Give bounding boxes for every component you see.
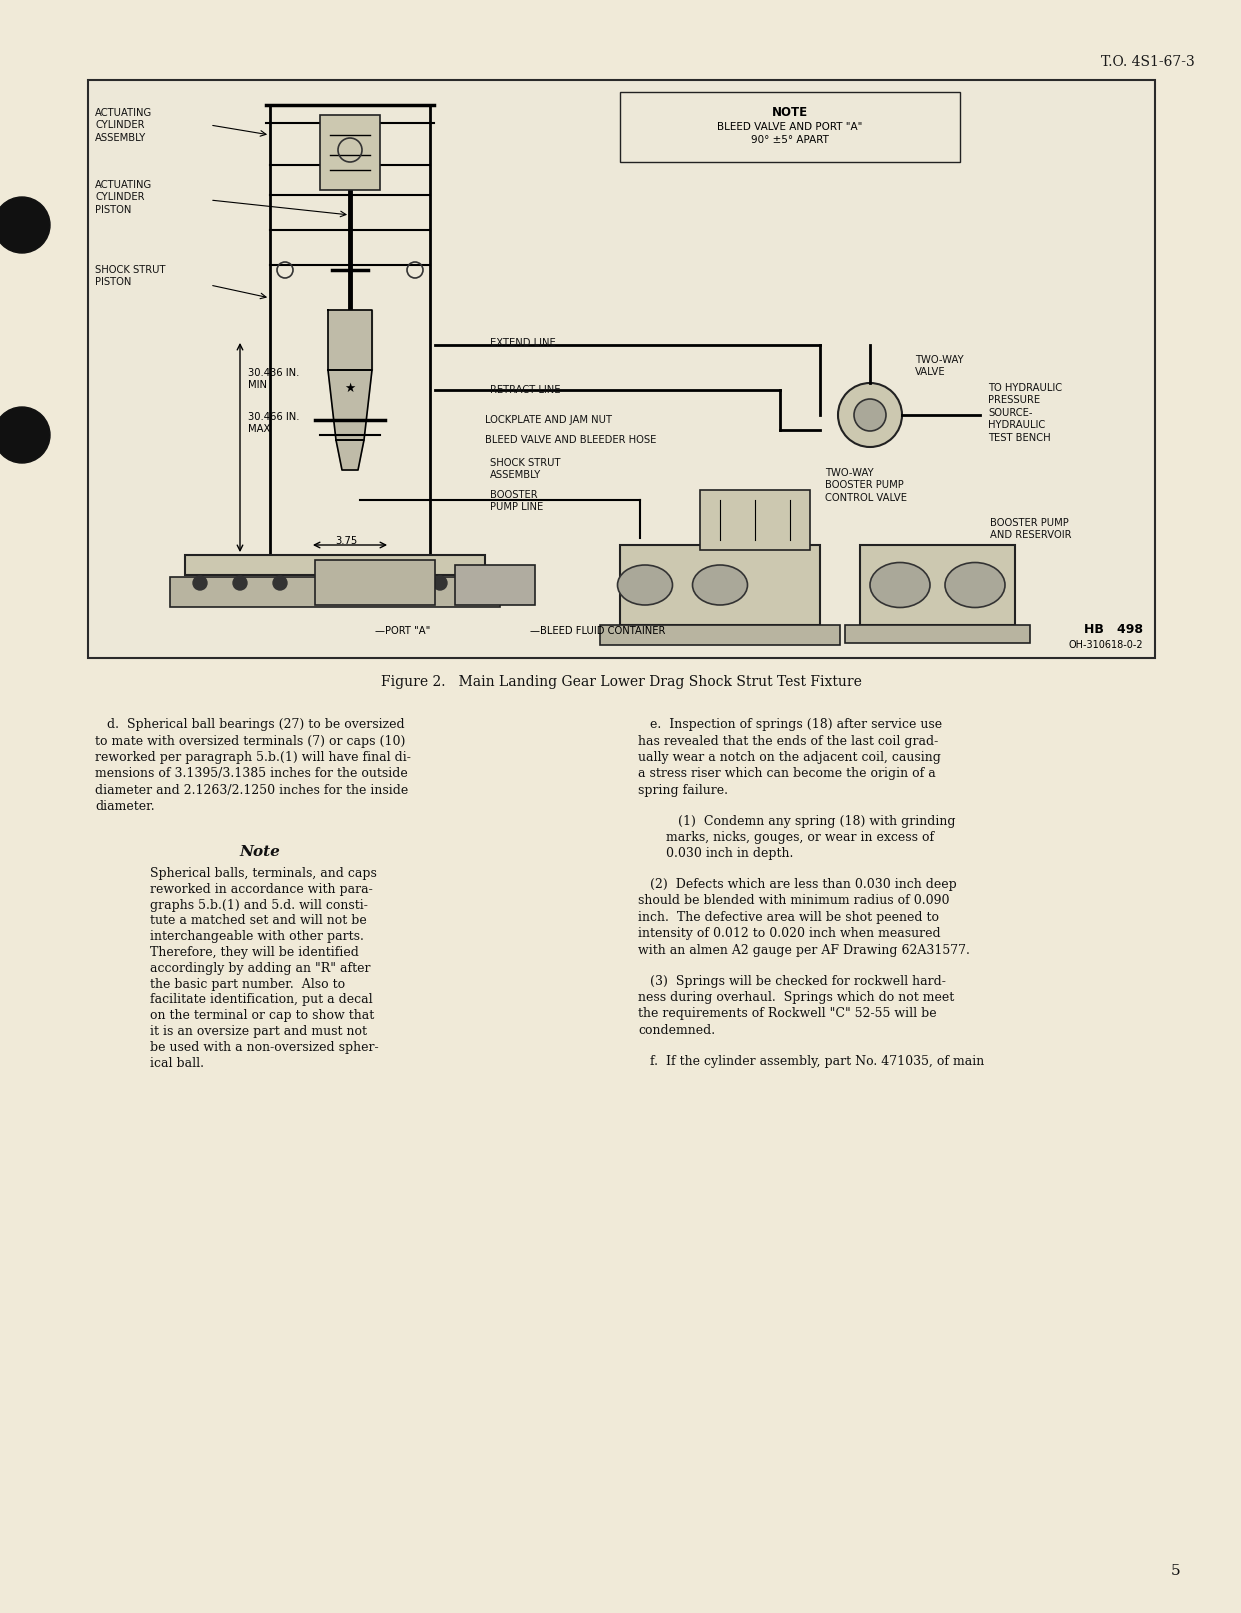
Circle shape — [352, 576, 367, 590]
Text: TWO-WAY
VALVE: TWO-WAY VALVE — [915, 355, 963, 377]
Circle shape — [393, 576, 407, 590]
Text: on the terminal or cap to show that: on the terminal or cap to show that — [150, 1010, 375, 1023]
Ellipse shape — [692, 565, 747, 605]
Text: reworked in accordance with para-: reworked in accordance with para- — [150, 882, 372, 895]
Text: ually wear a notch on the adjacent coil, causing: ually wear a notch on the adjacent coil,… — [638, 752, 941, 765]
Text: intensity of 0.012 to 0.020 inch when measured: intensity of 0.012 to 0.020 inch when me… — [638, 927, 941, 940]
Circle shape — [838, 382, 902, 447]
Text: facilitate identification, put a decal: facilitate identification, put a decal — [150, 994, 372, 1007]
Text: it is an oversize part and must not: it is an oversize part and must not — [150, 1024, 367, 1039]
Bar — [620, 545, 820, 624]
Text: should be blended with minimum radius of 0.090: should be blended with minimum radius of… — [638, 895, 949, 908]
Text: e.  Inspection of springs (18) after service use: e. Inspection of springs (18) after serv… — [638, 718, 942, 731]
Text: mensions of 3.1395/3.1385 inches for the outside: mensions of 3.1395/3.1385 inches for the… — [96, 768, 408, 781]
Circle shape — [233, 576, 247, 590]
Text: EXTEND LINE: EXTEND LINE — [490, 339, 556, 348]
Text: accordingly by adding an "R" after: accordingly by adding an "R" after — [150, 961, 371, 974]
Text: NOTE: NOTE — [772, 106, 808, 119]
Text: OH-310618-0-2: OH-310618-0-2 — [1069, 640, 1143, 650]
Ellipse shape — [870, 563, 930, 608]
Text: TO HYDRAULIC
PRESSURE
SOURCE-
HYDRAULIC
TEST BENCH: TO HYDRAULIC PRESSURE SOURCE- HYDRAULIC … — [988, 382, 1062, 442]
Text: SHOCK STRUT
PISTON: SHOCK STRUT PISTON — [96, 265, 165, 287]
Bar — [845, 624, 1030, 644]
Text: ical ball.: ical ball. — [150, 1057, 204, 1069]
Text: —PORT "A": —PORT "A" — [375, 626, 431, 636]
Text: BLEED VALVE AND BLEEDER HOSE: BLEED VALVE AND BLEEDER HOSE — [485, 436, 656, 445]
Text: ACTUATING
CYLINDER
PISTON: ACTUATING CYLINDER PISTON — [96, 181, 153, 215]
Text: reworked per paragraph 5.b.(1) will have final di-: reworked per paragraph 5.b.(1) will have… — [96, 752, 411, 765]
Circle shape — [854, 398, 886, 431]
Text: 30.436 IN.
MIN: 30.436 IN. MIN — [248, 368, 299, 390]
Text: 30.466 IN.
MAX: 30.466 IN. MAX — [248, 411, 299, 434]
Text: diameter and 2.1263/2.1250 inches for the inside: diameter and 2.1263/2.1250 inches for th… — [96, 784, 408, 797]
Circle shape — [194, 576, 207, 590]
Text: has revealed that the ends of the last coil grad-: has revealed that the ends of the last c… — [638, 734, 938, 747]
Text: ★: ★ — [344, 382, 356, 395]
Text: (1)  Condemn any spring (18) with grinding: (1) Condemn any spring (18) with grindin… — [666, 815, 956, 827]
Text: to mate with oversized terminals (7) or caps (10): to mate with oversized terminals (7) or … — [96, 734, 406, 747]
Circle shape — [433, 576, 447, 590]
Text: a stress riser which can become the origin of a: a stress riser which can become the orig… — [638, 768, 936, 781]
Bar — [700, 490, 810, 550]
Text: graphs 5.b.(1) and 5.d. will consti-: graphs 5.b.(1) and 5.d. will consti- — [150, 898, 367, 911]
Text: 0.030 inch in depth.: 0.030 inch in depth. — [666, 847, 793, 860]
Text: Note: Note — [240, 845, 280, 860]
Text: 5: 5 — [1170, 1565, 1180, 1578]
Polygon shape — [336, 440, 364, 469]
Text: the requirements of Rockwell "C" 52-55 will be: the requirements of Rockwell "C" 52-55 w… — [638, 1008, 937, 1021]
Ellipse shape — [944, 563, 1005, 608]
Text: with an almen A2 gauge per AF Drawing 62A31577.: with an almen A2 gauge per AF Drawing 62… — [638, 944, 970, 957]
Polygon shape — [328, 369, 372, 440]
Text: interchangeable with other parts.: interchangeable with other parts. — [150, 931, 364, 944]
Text: (3)  Springs will be checked for rockwell hard-: (3) Springs will be checked for rockwell… — [638, 974, 946, 987]
Bar — [185, 555, 485, 574]
Text: TWO-WAY
BOOSTER PUMP
CONTROL VALVE: TWO-WAY BOOSTER PUMP CONTROL VALVE — [825, 468, 907, 503]
Circle shape — [0, 406, 50, 463]
Text: BOOSTER PUMP
AND RESERVOIR: BOOSTER PUMP AND RESERVOIR — [990, 518, 1071, 540]
Text: Figure 2.   Main Landing Gear Lower Drag Shock Strut Test Fixture: Figure 2. Main Landing Gear Lower Drag S… — [381, 674, 861, 689]
Text: 3.75: 3.75 — [335, 536, 357, 545]
Bar — [320, 115, 380, 190]
Bar — [455, 565, 535, 605]
Text: f.  If the cylinder assembly, part No. 471035, of main: f. If the cylinder assembly, part No. 47… — [638, 1055, 984, 1068]
Text: BOOSTER
PUMP LINE: BOOSTER PUMP LINE — [490, 490, 544, 513]
Bar — [620, 92, 961, 161]
Text: SHOCK STRUT
ASSEMBLY: SHOCK STRUT ASSEMBLY — [490, 458, 561, 481]
Text: condemned.: condemned. — [638, 1024, 715, 1037]
Bar — [599, 624, 840, 645]
Ellipse shape — [618, 565, 673, 605]
Text: HB   498: HB 498 — [1083, 623, 1143, 636]
Bar — [88, 81, 1155, 658]
Text: RETRACT LINE: RETRACT LINE — [490, 386, 561, 395]
Text: T.O. 4S1-67-3: T.O. 4S1-67-3 — [1101, 55, 1195, 69]
Text: be used with a non-oversized spher-: be used with a non-oversized spher- — [150, 1040, 379, 1053]
Text: marks, nicks, gouges, or wear in excess of: marks, nicks, gouges, or wear in excess … — [666, 831, 934, 844]
Text: Therefore, they will be identified: Therefore, they will be identified — [150, 945, 359, 960]
Text: d.  Spherical ball bearings (27) to be oversized: d. Spherical ball bearings (27) to be ov… — [96, 718, 405, 731]
Text: ACTUATING
CYLINDER
ASSEMBLY: ACTUATING CYLINDER ASSEMBLY — [96, 108, 153, 144]
Bar — [170, 577, 500, 606]
Text: —BLEED FLUID CONTAINER: —BLEED FLUID CONTAINER — [530, 626, 665, 636]
Bar — [860, 545, 1015, 624]
Text: inch.  The defective area will be shot peened to: inch. The defective area will be shot pe… — [638, 911, 939, 924]
Circle shape — [273, 576, 287, 590]
Text: the basic part number.  Also to: the basic part number. Also to — [150, 977, 345, 990]
Text: spring failure.: spring failure. — [638, 784, 728, 797]
Text: (2)  Defects which are less than 0.030 inch deep: (2) Defects which are less than 0.030 in… — [638, 877, 957, 890]
Polygon shape — [328, 310, 372, 369]
Text: tute a matched set and will not be: tute a matched set and will not be — [150, 915, 367, 927]
Text: LOCKPLATE AND JAM NUT: LOCKPLATE AND JAM NUT — [485, 415, 612, 424]
Text: BLEED VALVE AND PORT "A"
90° ±5° APART: BLEED VALVE AND PORT "A" 90° ±5° APART — [717, 123, 862, 145]
Bar — [315, 560, 436, 605]
Text: Spherical balls, terminals, and caps: Spherical balls, terminals, and caps — [150, 868, 377, 881]
Text: diameter.: diameter. — [96, 800, 155, 813]
Text: ness during overhaul.  Springs which do not meet: ness during overhaul. Springs which do n… — [638, 990, 954, 1003]
Circle shape — [0, 197, 50, 253]
